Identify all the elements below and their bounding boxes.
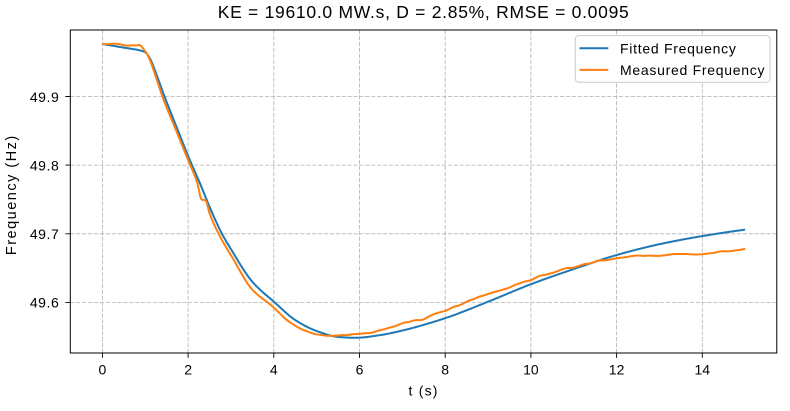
svg-text:8: 8 bbox=[441, 362, 449, 378]
svg-text:14: 14 bbox=[695, 362, 711, 378]
svg-text:0: 0 bbox=[99, 362, 107, 378]
svg-text:Frequency (Hz): Frequency (Hz) bbox=[4, 134, 20, 255]
svg-text:Measured Frequency: Measured Frequency bbox=[620, 62, 765, 78]
svg-text:12: 12 bbox=[609, 362, 625, 378]
svg-text:2: 2 bbox=[184, 362, 192, 378]
svg-text:4: 4 bbox=[270, 362, 278, 378]
svg-text:49.8: 49.8 bbox=[30, 157, 59, 173]
svg-text:49.9: 49.9 bbox=[30, 89, 59, 105]
svg-text:6: 6 bbox=[356, 362, 364, 378]
svg-text:Fitted Frequency: Fitted Frequency bbox=[620, 40, 737, 56]
svg-text:10: 10 bbox=[523, 362, 539, 378]
svg-text:49.6: 49.6 bbox=[30, 295, 59, 311]
svg-text:t (s): t (s) bbox=[409, 382, 439, 398]
svg-text:KE = 19610.0 MW.s, D = 2.85%,: KE = 19610.0 MW.s, D = 2.85%, RMSE = 0.0… bbox=[218, 2, 630, 22]
svg-text:49.7: 49.7 bbox=[30, 226, 59, 242]
